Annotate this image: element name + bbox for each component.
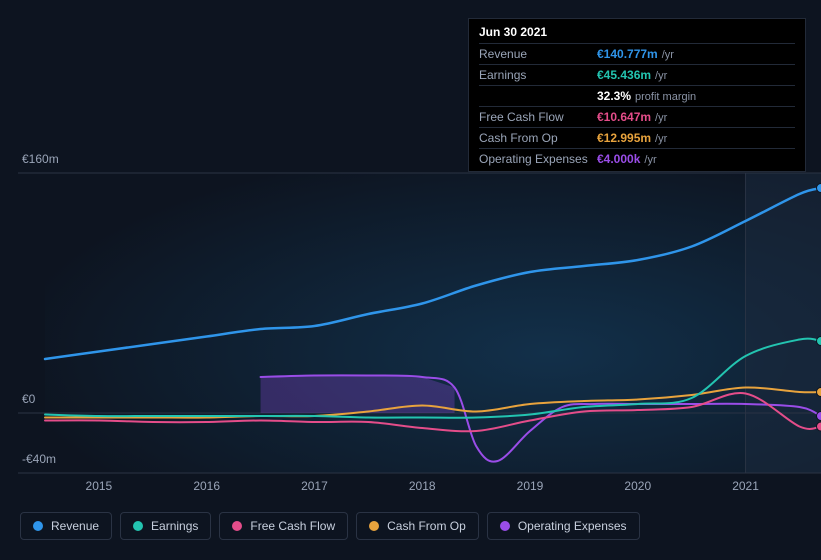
tooltip-row-suffix: /yr xyxy=(655,112,667,124)
tooltip-date: Jun 30 2021 xyxy=(479,25,795,43)
tooltip-row: Cash From Op€12.995m/yr xyxy=(479,127,795,148)
tooltip-row: Revenue€140.777m/yr xyxy=(479,43,795,64)
tooltip-row-suffix: /yr xyxy=(662,49,674,61)
tooltip-row-value: €45.436m xyxy=(597,68,651,82)
tooltip-row-label: Earnings xyxy=(479,68,597,82)
legend-swatch xyxy=(232,521,242,531)
tooltip-row-value: 32.3% xyxy=(597,89,631,103)
tooltip-row: Earnings€45.436m/yr xyxy=(479,64,795,85)
tooltip-row-label: Revenue xyxy=(479,47,597,61)
svg-text:2018: 2018 xyxy=(409,479,436,493)
legend-label: Earnings xyxy=(151,519,198,533)
legend-swatch xyxy=(500,521,510,531)
svg-text:2021: 2021 xyxy=(732,479,759,493)
svg-text:€160m: €160m xyxy=(22,152,59,166)
legend-item-earnings[interactable]: Earnings xyxy=(120,512,211,540)
svg-text:€0: €0 xyxy=(22,392,36,406)
legend-label: Free Cash Flow xyxy=(250,519,335,533)
svg-text:-€40m: -€40m xyxy=(22,452,56,466)
legend-item-revenue[interactable]: Revenue xyxy=(20,512,112,540)
legend-item-cfo[interactable]: Cash From Op xyxy=(356,512,479,540)
tooltip-row-value: €4.000k xyxy=(597,152,640,166)
legend-item-fcf[interactable]: Free Cash Flow xyxy=(219,512,348,540)
tooltip-row-value: €10.647m xyxy=(597,110,651,124)
svg-text:2016: 2016 xyxy=(193,479,220,493)
tooltip-row-value: €12.995m xyxy=(597,131,651,145)
tooltip-row: 32.3% profit margin xyxy=(479,85,795,106)
tooltip-row-suffix: profit margin xyxy=(635,91,696,103)
legend-swatch xyxy=(33,521,43,531)
legend-swatch xyxy=(133,521,143,531)
legend-item-opex[interactable]: Operating Expenses xyxy=(487,512,640,540)
tooltip-row-suffix: /yr xyxy=(655,70,667,82)
tooltip-row: Free Cash Flow€10.647m/yr xyxy=(479,106,795,127)
svg-text:2017: 2017 xyxy=(301,479,328,493)
svg-text:2015: 2015 xyxy=(86,479,113,493)
chart-legend: Revenue Earnings Free Cash Flow Cash From O… xyxy=(20,512,640,540)
tooltip-row-label: Cash From Op xyxy=(479,131,597,145)
legend-swatch xyxy=(369,521,379,531)
svg-text:2019: 2019 xyxy=(517,479,544,493)
tooltip-row-suffix: /yr xyxy=(644,154,656,166)
legend-label: Cash From Op xyxy=(387,519,466,533)
tooltip-row-label: Operating Expenses xyxy=(479,152,597,166)
chart-tooltip: Jun 30 2021 Revenue€140.777m/yrEarnings€… xyxy=(468,18,806,172)
legend-label: Operating Expenses xyxy=(518,519,627,533)
tooltip-row: Operating Expenses€4.000k/yr xyxy=(479,148,795,169)
tooltip-row-value: €140.777m xyxy=(597,47,658,61)
tooltip-row-label: Free Cash Flow xyxy=(479,110,597,124)
legend-label: Revenue xyxy=(51,519,99,533)
svg-text:2020: 2020 xyxy=(624,479,651,493)
tooltip-row-suffix: /yr xyxy=(655,133,667,145)
